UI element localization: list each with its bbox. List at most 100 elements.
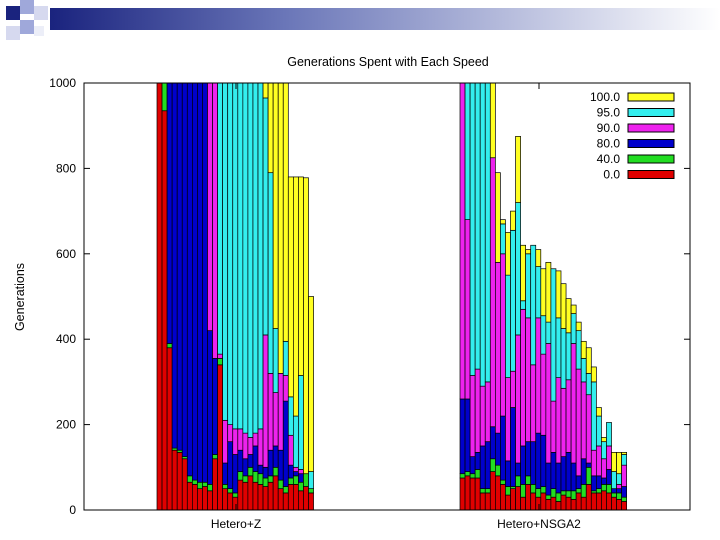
y-tick-label: 200 xyxy=(56,418,76,432)
bar-segment xyxy=(197,82,203,483)
bar-segment xyxy=(601,490,607,511)
bar-segment xyxy=(590,381,597,451)
bar-segment xyxy=(267,475,274,483)
bar-segment xyxy=(520,445,526,485)
bar-segment xyxy=(590,366,597,383)
bar-segment xyxy=(495,261,501,434)
bar-segment xyxy=(535,317,542,434)
bar-segment xyxy=(575,368,582,477)
bar-segment xyxy=(192,82,198,481)
bar-segment xyxy=(510,229,516,372)
bar-segment xyxy=(484,488,491,494)
bar-segment xyxy=(500,479,506,485)
bar-segment xyxy=(575,488,582,494)
bar-segment xyxy=(540,486,547,494)
bar-segment xyxy=(237,471,244,481)
bar-segment xyxy=(227,424,234,443)
bar-segment xyxy=(484,492,491,511)
legend-label: 100.0 xyxy=(590,90,620,104)
legend-label: 90.0 xyxy=(597,121,621,135)
bar-segment xyxy=(197,488,203,511)
bar-segment xyxy=(555,492,562,502)
bar-segment xyxy=(530,484,537,494)
bar-segment xyxy=(267,82,274,174)
x-tick-label: Hetero+NSGA2 xyxy=(497,517,581,531)
bar-segment xyxy=(212,358,218,455)
header-square xyxy=(20,20,34,34)
bar-segment xyxy=(227,492,234,511)
bar-segment xyxy=(505,232,511,276)
bar-segment xyxy=(469,82,476,376)
legend-label: 40.0 xyxy=(597,152,621,166)
bar-segment xyxy=(272,475,279,511)
bar-segment xyxy=(545,498,552,511)
bar-segment xyxy=(510,210,516,231)
bar-segment xyxy=(611,492,617,498)
bar-segment xyxy=(303,177,309,475)
bar-segment xyxy=(545,462,552,496)
bar-segment xyxy=(585,394,592,464)
bar-segment xyxy=(161,82,168,112)
bar-segment xyxy=(308,492,314,511)
bar-segment xyxy=(585,347,592,374)
bar-segment xyxy=(181,458,188,511)
bar-segment xyxy=(621,454,627,466)
bar-segment xyxy=(606,492,612,511)
bar-segment xyxy=(212,82,218,359)
bar-segment xyxy=(580,358,587,383)
bar-segment xyxy=(540,268,547,317)
bar-segment xyxy=(500,253,506,417)
bar-segment xyxy=(293,475,299,485)
bar-segment xyxy=(192,484,198,511)
bar-segment xyxy=(540,434,547,487)
bar-segment xyxy=(520,308,526,447)
bar-segment xyxy=(298,473,304,483)
bar-segment xyxy=(560,328,567,389)
bar-segment xyxy=(293,415,299,468)
bar-segment xyxy=(232,428,239,455)
bar-segment xyxy=(550,452,557,489)
bar-segment xyxy=(489,157,496,428)
bar-segment xyxy=(277,373,284,451)
header-square xyxy=(6,26,20,40)
bar-segment xyxy=(161,110,168,511)
bar-segment xyxy=(298,375,304,470)
bar-segment xyxy=(282,375,289,402)
bar-segment xyxy=(464,471,471,477)
bar-segment xyxy=(459,477,466,511)
bar-segment xyxy=(611,496,617,511)
bar-segment xyxy=(489,426,496,460)
bar-segment xyxy=(222,82,229,421)
bar-segment xyxy=(166,82,173,344)
bar-segment xyxy=(232,454,239,494)
bar-segment xyxy=(156,82,163,511)
bar-segment xyxy=(242,432,249,460)
bar-segment xyxy=(520,300,526,310)
bar-segment xyxy=(606,484,612,494)
bar-segment xyxy=(293,466,299,472)
bar-segment xyxy=(237,82,244,430)
y-tick-label: 1000 xyxy=(49,76,76,90)
bar-segment xyxy=(505,494,511,511)
bar-segment xyxy=(171,449,178,511)
bar-segment xyxy=(611,488,617,494)
bar-segment xyxy=(267,172,274,374)
bar-segment xyxy=(525,484,532,511)
bar-segment xyxy=(272,445,279,468)
bar-segment xyxy=(555,462,562,494)
bar-segment xyxy=(181,82,188,457)
bar-segment xyxy=(222,484,229,490)
bar-segment xyxy=(601,484,607,492)
bar-segment xyxy=(530,492,537,511)
bar-segment xyxy=(474,368,481,453)
bar-segment xyxy=(505,460,511,487)
bar-segment xyxy=(550,400,557,453)
bar-segment xyxy=(535,488,542,498)
bar-segment xyxy=(595,445,602,477)
bar-segment xyxy=(308,488,314,494)
plot-frame xyxy=(83,82,691,511)
bar-segment xyxy=(474,82,481,370)
bar-segment xyxy=(555,270,562,319)
bar-segment xyxy=(500,484,506,511)
bar-segment xyxy=(505,274,511,378)
